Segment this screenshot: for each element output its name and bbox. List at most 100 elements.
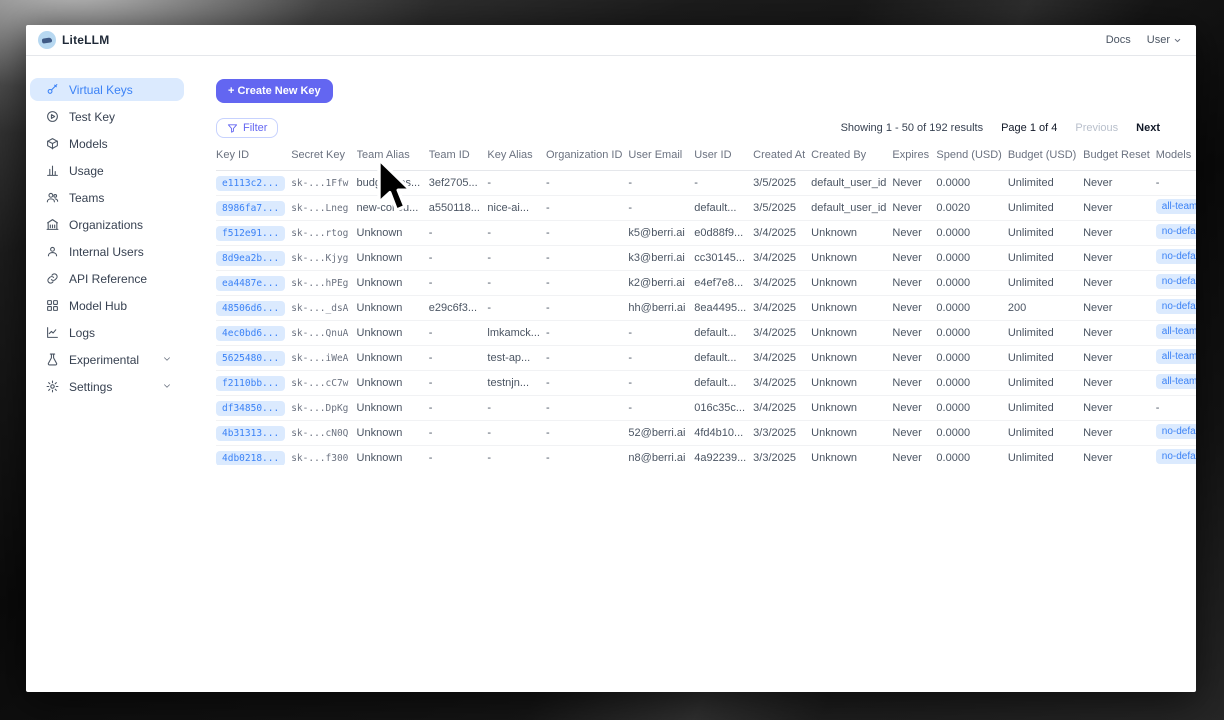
table-cell: a550118... (428, 195, 488, 221)
table-row[interactable]: 4ec0bd6... sk-...QnuA Unknown - lmkamck... - -… (216, 320, 1196, 346)
secret-key-value: sk-...cN0Q (291, 428, 349, 439)
sidebar-item-label: Usage (69, 163, 104, 178)
table-row[interactable]: df34850... sk-...DpKg Unknown - - - -016c35c..… (216, 395, 1196, 421)
sidebar-item-label: Test Key (69, 109, 116, 124)
key-id-pill[interactable]: 8986fa7... (216, 200, 286, 216)
model-badge: no-default (1155, 224, 1196, 239)
table-row[interactable]: e1113c2... sk-...1Ffw budget_tes... 3ef2705… (216, 170, 1196, 196)
sidebar-item-api-reference[interactable]: API Reference (30, 267, 184, 290)
sidebar-item-label: Experimental (69, 352, 140, 367)
key-id-cell: 5625480... (216, 345, 292, 371)
bank-icon (46, 219, 59, 230)
user-menu[interactable]: User (1147, 34, 1182, 46)
sidebar: Virtual Keys Test Key Models Usage Teams Orga… (26, 56, 190, 692)
next-button[interactable]: Next (1136, 122, 1160, 134)
table-cell: Unknown (811, 395, 893, 421)
pagination: Showing 1 - 50 of 192 results Page 1 of … (841, 122, 1160, 134)
table-row[interactable]: f2110bb... sk-...cC7w Unknown - testnjn... - -… (216, 370, 1196, 396)
table-row[interactable]: 48506d6... sk-..._dsA Unknown e29c6f3... - - h… (216, 295, 1196, 321)
table-row[interactable]: 8986fa7... sk-...Lneg new-collou... a550118… (216, 195, 1196, 221)
sidebar-item-teams[interactable]: Teams (30, 186, 184, 209)
key-id-pill[interactable]: ea4487e... (216, 275, 286, 291)
model-badge: no-default (1155, 424, 1196, 439)
docs-link[interactable]: Docs (1105, 34, 1131, 46)
table-cell: 3/4/2025 (753, 220, 812, 246)
sidebar-item-virtual-keys[interactable]: Virtual Keys (30, 78, 184, 101)
table-cell: 3/5/2025 (753, 170, 812, 196)
column-header: User Email (628, 149, 695, 171)
table-row[interactable]: 8d9ea2b... sk-...Kjyg Unknown - - - k3@berri.a… (216, 245, 1196, 271)
table-cell: Unknown (811, 370, 893, 396)
column-header: Key ID (216, 149, 292, 171)
create-new-key-button[interactable]: + Create New Key (216, 79, 333, 103)
table-cell: 3/4/2025 (753, 245, 812, 271)
sidebar-item-logs[interactable]: Logs (30, 321, 184, 344)
key-id-pill[interactable]: 48506d6... (216, 300, 286, 316)
virtual-keys-table: Key ID Secret Key Team Alias Team ID Key Ali… (216, 149, 1196, 465)
sidebar-item-organizations[interactable]: Organizations (30, 213, 184, 236)
sidebar-item-model-hub[interactable]: Model Hub (30, 294, 184, 317)
sidebar-item-settings[interactable]: Settings (30, 375, 184, 398)
column-header: Expires (892, 149, 937, 171)
table-cell: nice-ai... (487, 195, 546, 221)
secret-key-value: sk-..._dsA (291, 303, 349, 314)
sidebar-item-caret (162, 353, 172, 367)
table-cell: e4ef7e8... (694, 270, 754, 296)
key-id-pill[interactable]: 8d9ea2b... (216, 250, 286, 266)
key-id-pill[interactable]: e1113c2... (216, 175, 286, 191)
table-cell: default_user_id (811, 195, 893, 221)
column-header: Budget (USD) (1007, 149, 1084, 171)
table-cell: 52@berri.ai (628, 420, 695, 446)
filter-row: Filter Showing 1 - 50 of 192 results Pag… (216, 118, 1196, 138)
table-cell: k2@berri.ai (628, 270, 695, 296)
sidebar-item-models[interactable]: Models (30, 132, 184, 155)
sidebar-item-experimental[interactable]: Experimental (30, 348, 184, 371)
key-id-pill[interactable]: 5625480... (216, 350, 286, 366)
sidebar-item-label: Settings (69, 379, 113, 394)
previous-button[interactable]: Previous (1075, 122, 1119, 134)
sidebar-item-internal-users[interactable]: Internal Users (30, 240, 184, 263)
table-cell: Never (892, 395, 937, 421)
table-cell: Unknown (811, 245, 893, 271)
table-cell: - (487, 420, 546, 446)
table-cell: Unknown (356, 420, 429, 446)
models-cell: no-default (1155, 445, 1196, 465)
secret-key-cell: sk-...1Ffw (291, 170, 357, 196)
table-cell: - (487, 245, 546, 271)
table-row[interactable]: f512e91... sk-...rtog Unknown - - - k5@berri.a… (216, 220, 1196, 246)
column-header: Organization ID (545, 149, 629, 171)
table-cell: - (545, 170, 629, 196)
filter-button[interactable]: Filter (216, 118, 279, 138)
app-title: LiteLLM (62, 33, 110, 47)
secret-key-value: sk-...Kjyg (291, 253, 349, 264)
key-id-pill[interactable]: f512e91... (216, 225, 286, 241)
sidebar-item-test-key[interactable]: Test Key (30, 105, 184, 128)
key-id-pill[interactable]: 4ec0bd6... (216, 325, 286, 341)
cube-icon (47, 138, 58, 150)
key-id-pill[interactable]: f2110bb... (216, 375, 286, 391)
column-header: User ID (694, 149, 754, 171)
table-cell: Never (1083, 345, 1156, 371)
table-cell: - (545, 320, 629, 346)
table-cell: Unlimited (1007, 195, 1084, 221)
sidebar-item-label: Models (69, 136, 108, 151)
table-row[interactable]: ea4487e... sk-...hPEg Unknown - - - k2@berri.a… (216, 270, 1196, 296)
table-cell: - (545, 245, 629, 271)
table-cell: - (487, 170, 546, 196)
key-id-pill[interactable]: 4db0218... (216, 450, 286, 465)
key-id-pill[interactable]: df34850... (216, 400, 286, 416)
key-id-pill[interactable]: 4b31313... (216, 425, 286, 441)
table-cell: - (428, 320, 488, 346)
table-row[interactable]: 5625480... sk-...iWeA Unknown - test-ap... - -… (216, 345, 1196, 371)
keys-table-container[interactable]: Key ID Secret Key Team Alias Team ID Key Ali… (216, 149, 1196, 465)
table-row[interactable]: 4b31313... sk-...cN0Q Unknown - - -52@berri.a… (216, 420, 1196, 446)
table-cell: 3/4/2025 (753, 320, 812, 346)
sidebar-item-usage[interactable]: Usage (30, 159, 184, 182)
table-row[interactable]: 4db0218... sk-...f300 Unknown - - - n8@berri.a… (216, 445, 1196, 465)
table-cell: Never (892, 370, 937, 396)
top-nav: Docs User (1106, 34, 1182, 46)
table-cell: e0d88f9... (694, 220, 754, 246)
table-cell: - (545, 445, 629, 465)
table-cell: Unknown (811, 320, 893, 346)
